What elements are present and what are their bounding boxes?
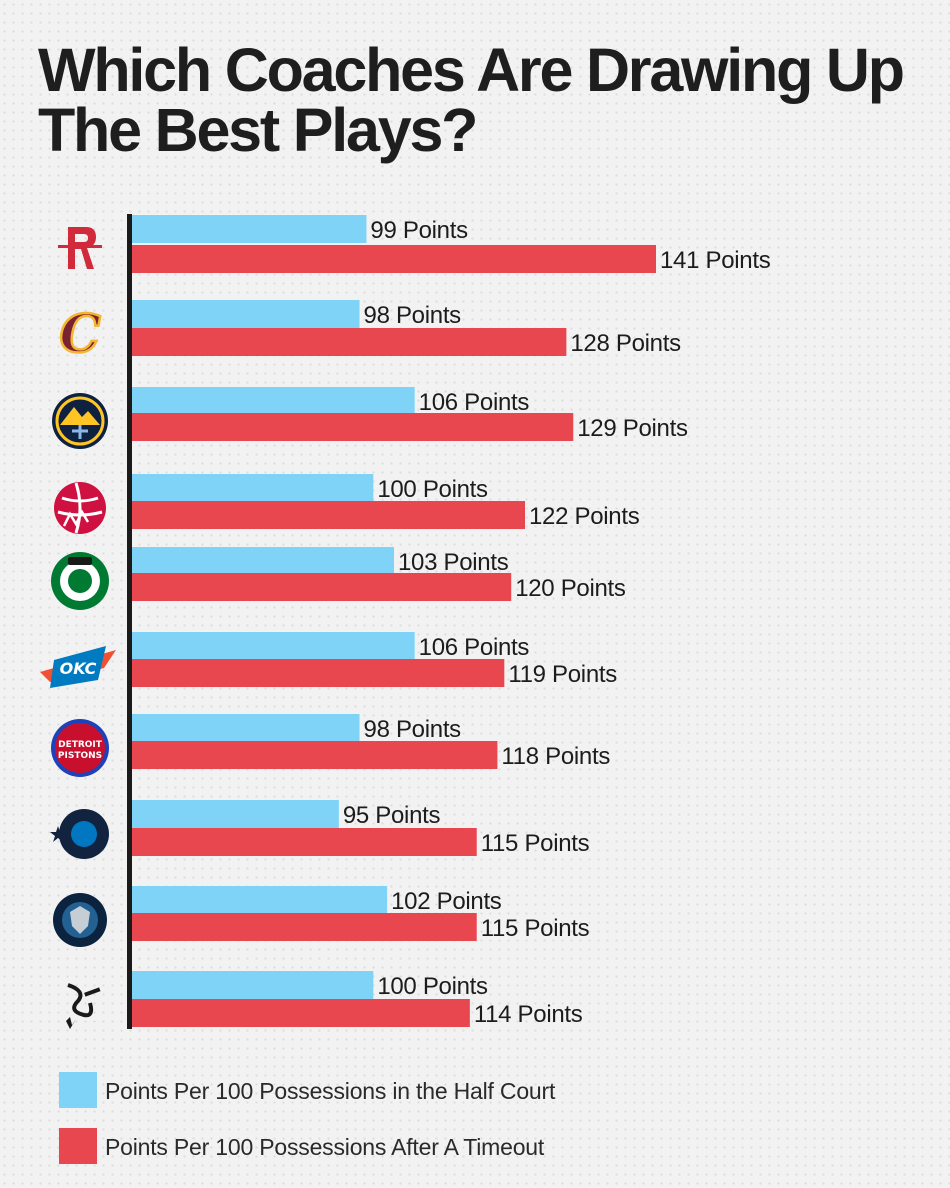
after-timeout-bar-7 [132,741,498,769]
half-court-bar-10 [132,971,374,999]
after-timeout-bar-3 [132,413,574,441]
half-court-bar-5 [132,547,394,575]
half-court-label-9: 102 Points [391,888,502,915]
after-timeout-label-4: 122 Points [529,503,640,530]
spurs-logo-icon [66,983,101,1029]
legend-swatch-half-court [59,1072,97,1108]
half-court-label-4: 100 Points [377,476,488,503]
after-timeout-label-8: 115 Points [481,830,590,857]
svg-text:OKC: OKC [60,659,97,678]
half-court-label-3: 106 Points [419,389,530,416]
after-timeout-bar-2 [132,328,567,356]
after-timeout-label-3: 129 Points [577,415,688,442]
after-timeout-label-6: 119 Points [508,661,617,688]
y-axis-line [127,214,132,1029]
celtics-logo-icon [51,552,109,610]
half-court-label-8: 95 Points [343,802,441,829]
after-timeout-bar-1 [132,245,656,273]
half-court-label-6: 106 Points [419,634,530,661]
after-timeout-label-1: 141 Points [660,247,771,274]
legend: Points Per 100 Possessions in the Half C… [59,1072,556,1164]
cavaliers-logo-icon: C [58,303,102,367]
after-timeout-bar-8 [132,828,477,856]
bar-labels: 99 Points 141 Points 98 Points 128 Points 10… [343,217,771,1028]
rockets-logo-icon [58,227,102,269]
legend-label-after-timeout: Points Per 100 Possessions After A Timeo… [105,1134,545,1160]
half-court-bar-2 [132,300,360,328]
svg-text:DETROIT: DETROIT [58,740,103,750]
half-court-bar-8 [132,800,339,828]
after-timeout-bar-10 [132,999,470,1027]
svg-text:PISTONS: PISTONS [58,751,102,761]
half-court-label-10: 100 Points [377,973,488,1000]
after-timeout-label-5: 120 Points [515,575,626,602]
after-timeout-label-9: 115 Points [481,915,590,942]
nuggets-logo-icon [52,393,108,449]
after-timeout-bar-6 [132,659,505,687]
timberwolves-logo-icon [53,893,107,947]
svg-text:C: C [59,304,100,365]
magic-logo-icon [50,809,109,859]
after-timeout-label-7: 118 Points [501,743,610,770]
after-timeout-label-10: 114 Points [474,1001,583,1028]
half-court-bar-1 [132,215,367,243]
half-court-label-1: 99 Points [370,217,468,244]
half-court-bar-7 [132,714,360,742]
half-court-label-5: 103 Points [398,549,509,576]
after-timeout-bar-4 [132,501,525,529]
half-court-bar-3 [132,387,415,415]
chart-title: Which Coaches Are Drawing Up The Best Pl… [38,36,905,164]
after-timeout-label-2: 128 Points [570,330,681,357]
half-court-label-7: 98 Points [364,716,462,743]
after-timeout-bar-9 [132,913,477,941]
thunder-logo-icon: OKC [40,646,116,688]
half-court-bar-6 [132,632,415,660]
half-court-label-2: 98 Points [364,302,462,329]
half-court-bar-9 [132,886,388,914]
half-court-bar-4 [132,474,374,502]
bar-group [132,215,656,1027]
legend-label-half-court: Points Per 100 Possessions in the Half C… [105,1078,556,1104]
legend-swatch-after-timeout [59,1128,97,1164]
after-timeout-bar-5 [132,573,512,601]
raptors-logo-icon [54,482,106,534]
